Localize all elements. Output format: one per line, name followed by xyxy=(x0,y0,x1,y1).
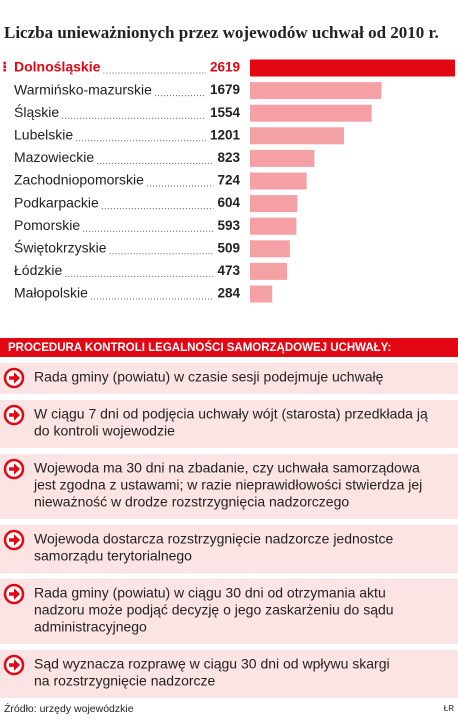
category-label: Dolnośląskie xyxy=(14,59,101,75)
step-text: do kontroli wojewodzie xyxy=(34,423,175,439)
category-label: Zachodniopomorskie xyxy=(14,172,144,188)
bar xyxy=(250,285,273,303)
step-arrow xyxy=(9,372,20,384)
value-label: 1201 xyxy=(210,127,241,142)
step-text: Rada gminy (powiatu) w ciągu 30 dni od o… xyxy=(34,585,386,601)
value-label: 1554 xyxy=(210,105,241,120)
bar xyxy=(250,82,382,100)
value-label: 604 xyxy=(217,195,240,210)
bar xyxy=(250,59,455,77)
step-box xyxy=(0,579,458,644)
category-label: Lubelskie xyxy=(14,127,73,143)
step-text: Wojewoda ma 30 dni na zbadanie, czy uchw… xyxy=(34,460,420,476)
step-text: administracyjnego xyxy=(34,619,147,635)
step-box xyxy=(0,400,458,448)
step-text: jest zgodna z ustawami; w razie nieprawi… xyxy=(33,477,422,493)
value-label: 284 xyxy=(217,286,240,301)
credit: ŁR xyxy=(444,704,454,713)
step-box xyxy=(0,363,458,394)
step-arrow xyxy=(9,588,20,600)
bar xyxy=(250,149,315,167)
step-text: na rozstrzygnięcie nadzorcze xyxy=(34,673,216,689)
category-label: Mazowieckie xyxy=(14,149,94,165)
step-text: W ciągu 7 dni od podjęcia uchwały wójt (… xyxy=(34,406,428,422)
bar xyxy=(250,262,288,280)
step-arrow xyxy=(9,463,20,475)
category-label: Pomorskie xyxy=(14,217,80,233)
value-label: 724 xyxy=(217,173,240,188)
procedure-header-bg xyxy=(0,338,458,357)
step-arrow xyxy=(9,659,20,671)
value-label: 1679 xyxy=(210,82,240,97)
step-text: nieważność w drodze rozstrzygnięcia nadz… xyxy=(34,494,349,510)
highlight-marker: ⁝ xyxy=(2,59,7,75)
category-label: Warmińsko-mazurskie xyxy=(14,81,152,97)
bar xyxy=(250,217,297,235)
category-label: Małopolskie xyxy=(14,285,88,301)
step-text: samorządu terytorialnego xyxy=(34,548,192,564)
step-box xyxy=(0,650,458,698)
value-label: 823 xyxy=(217,150,240,165)
source: Źródło: urzędy wojewódzkie xyxy=(4,702,134,715)
step-arrow xyxy=(9,534,20,546)
step-arrow xyxy=(9,409,20,421)
value-label: 509 xyxy=(217,240,240,255)
value-label: 473 xyxy=(217,263,240,278)
bar xyxy=(250,127,345,145)
chart-title: Liczba unieważnionych przez wojewodów uc… xyxy=(4,23,439,42)
bar xyxy=(250,172,307,190)
value-label: 593 xyxy=(217,218,240,233)
step-text: Rada gminy (powiatu) w czasie sesji pode… xyxy=(34,369,384,385)
procedure-title: PROCEDURA KONTROLI LEGALNOŚCI SAMORZĄDOW… xyxy=(8,341,391,354)
category-label: Śląskie xyxy=(14,103,59,120)
bar xyxy=(250,104,372,122)
bar xyxy=(250,195,298,213)
step-text: Wojewoda dostarcza rozstrzygnięcie nadzo… xyxy=(34,531,393,547)
step-box xyxy=(0,525,458,573)
value-label: 2619 xyxy=(210,60,240,75)
step-box xyxy=(0,454,458,519)
category-label: Podkarpackie xyxy=(14,194,99,210)
bar xyxy=(250,240,290,258)
category-label: Łódzkie xyxy=(14,262,62,278)
step-text: Sąd wyznacza rozprawę w ciągu 30 dni od … xyxy=(34,656,390,672)
step-text: nadzoru może podjąć decyzję o jego zaska… xyxy=(34,602,394,618)
category-label: Świętokrzyskie xyxy=(14,239,107,256)
